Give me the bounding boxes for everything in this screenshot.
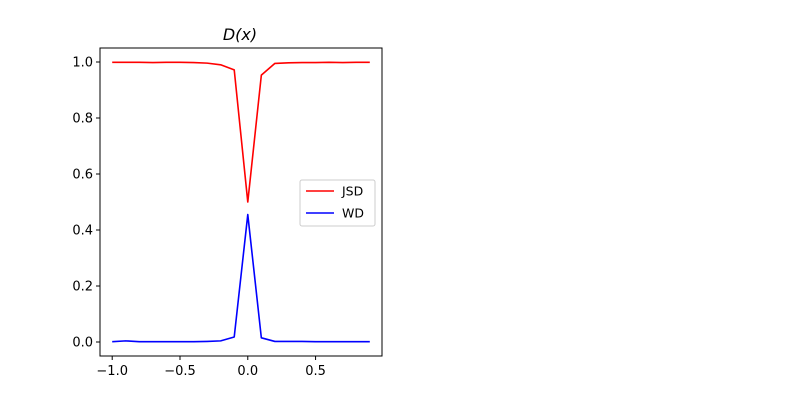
y-tick-label: 0.8 [72,112,93,127]
axes-frame [99,47,383,357]
chart-title: D(x) [223,25,257,44]
x-tick-label: −0.5 [164,364,196,379]
legend: JSD WD [299,179,376,227]
legend-label: WD [342,206,364,221]
y-axis: 0.0 0.2 0.4 0.6 0.8 1.0 [72,56,100,351]
y-tick-label: 0.0 [72,336,93,351]
legend-label: JSD [341,184,363,199]
y-tick-label: 0.2 [72,280,93,295]
series-line-wd [112,213,370,343]
x-axis: −1.0 −0.5 0.0 0.5 [96,356,326,379]
y-tick-label: 0.6 [72,168,93,183]
series-line-jsd [112,61,370,203]
y-tick-label: 1.0 [72,56,93,71]
x-tick-label: 0.5 [305,364,326,379]
y-tick-label: 0.4 [72,224,93,239]
series-group [112,61,370,343]
x-tick-label: −1.0 [96,364,128,379]
x-tick-label: 0.0 [237,364,258,379]
